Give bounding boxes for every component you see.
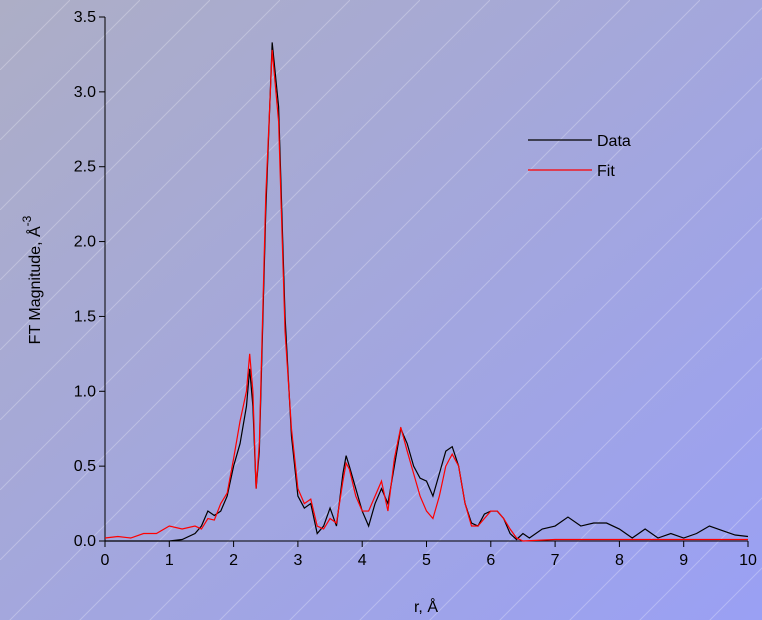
y-axis-label: FT Magnitude, Å-3 xyxy=(20,215,44,344)
x-tick-label: 5 xyxy=(422,552,431,569)
y-tick-label: 1.5 xyxy=(74,308,96,325)
x-axis-label: r, Å xyxy=(414,597,438,616)
y-tick-label: 3.5 xyxy=(74,9,96,26)
x-tick-label: 3 xyxy=(293,552,302,569)
y-tick-label: 0.0 xyxy=(74,533,96,550)
x-tick-label: 7 xyxy=(551,552,560,569)
data-line xyxy=(104,49,748,542)
y-axis-label-text: FT Magnitude, Å xyxy=(25,226,44,344)
x-tick-label: 0 xyxy=(101,552,110,569)
y-tick-label: 3.0 xyxy=(74,84,96,101)
y-axis-label-superscript: -3 xyxy=(20,215,34,226)
y-tick-label: 1.0 xyxy=(74,383,96,400)
x-tick-label: 8 xyxy=(615,552,624,569)
y-tick-label: 2.5 xyxy=(74,159,96,176)
y-tick-label: 0.5 xyxy=(74,458,96,475)
x-tick-label: 10 xyxy=(739,552,757,569)
x-tick-label: 1 xyxy=(165,552,174,569)
x-tick-label: 4 xyxy=(358,552,367,569)
legend-label: Data xyxy=(597,133,631,150)
x-tick-label: 2 xyxy=(229,552,238,569)
x-tick-label: 6 xyxy=(486,552,495,569)
legend-label: Fit xyxy=(597,163,615,180)
x-tick-label: 9 xyxy=(679,552,688,569)
y-tick-label: 2.0 xyxy=(74,234,96,251)
